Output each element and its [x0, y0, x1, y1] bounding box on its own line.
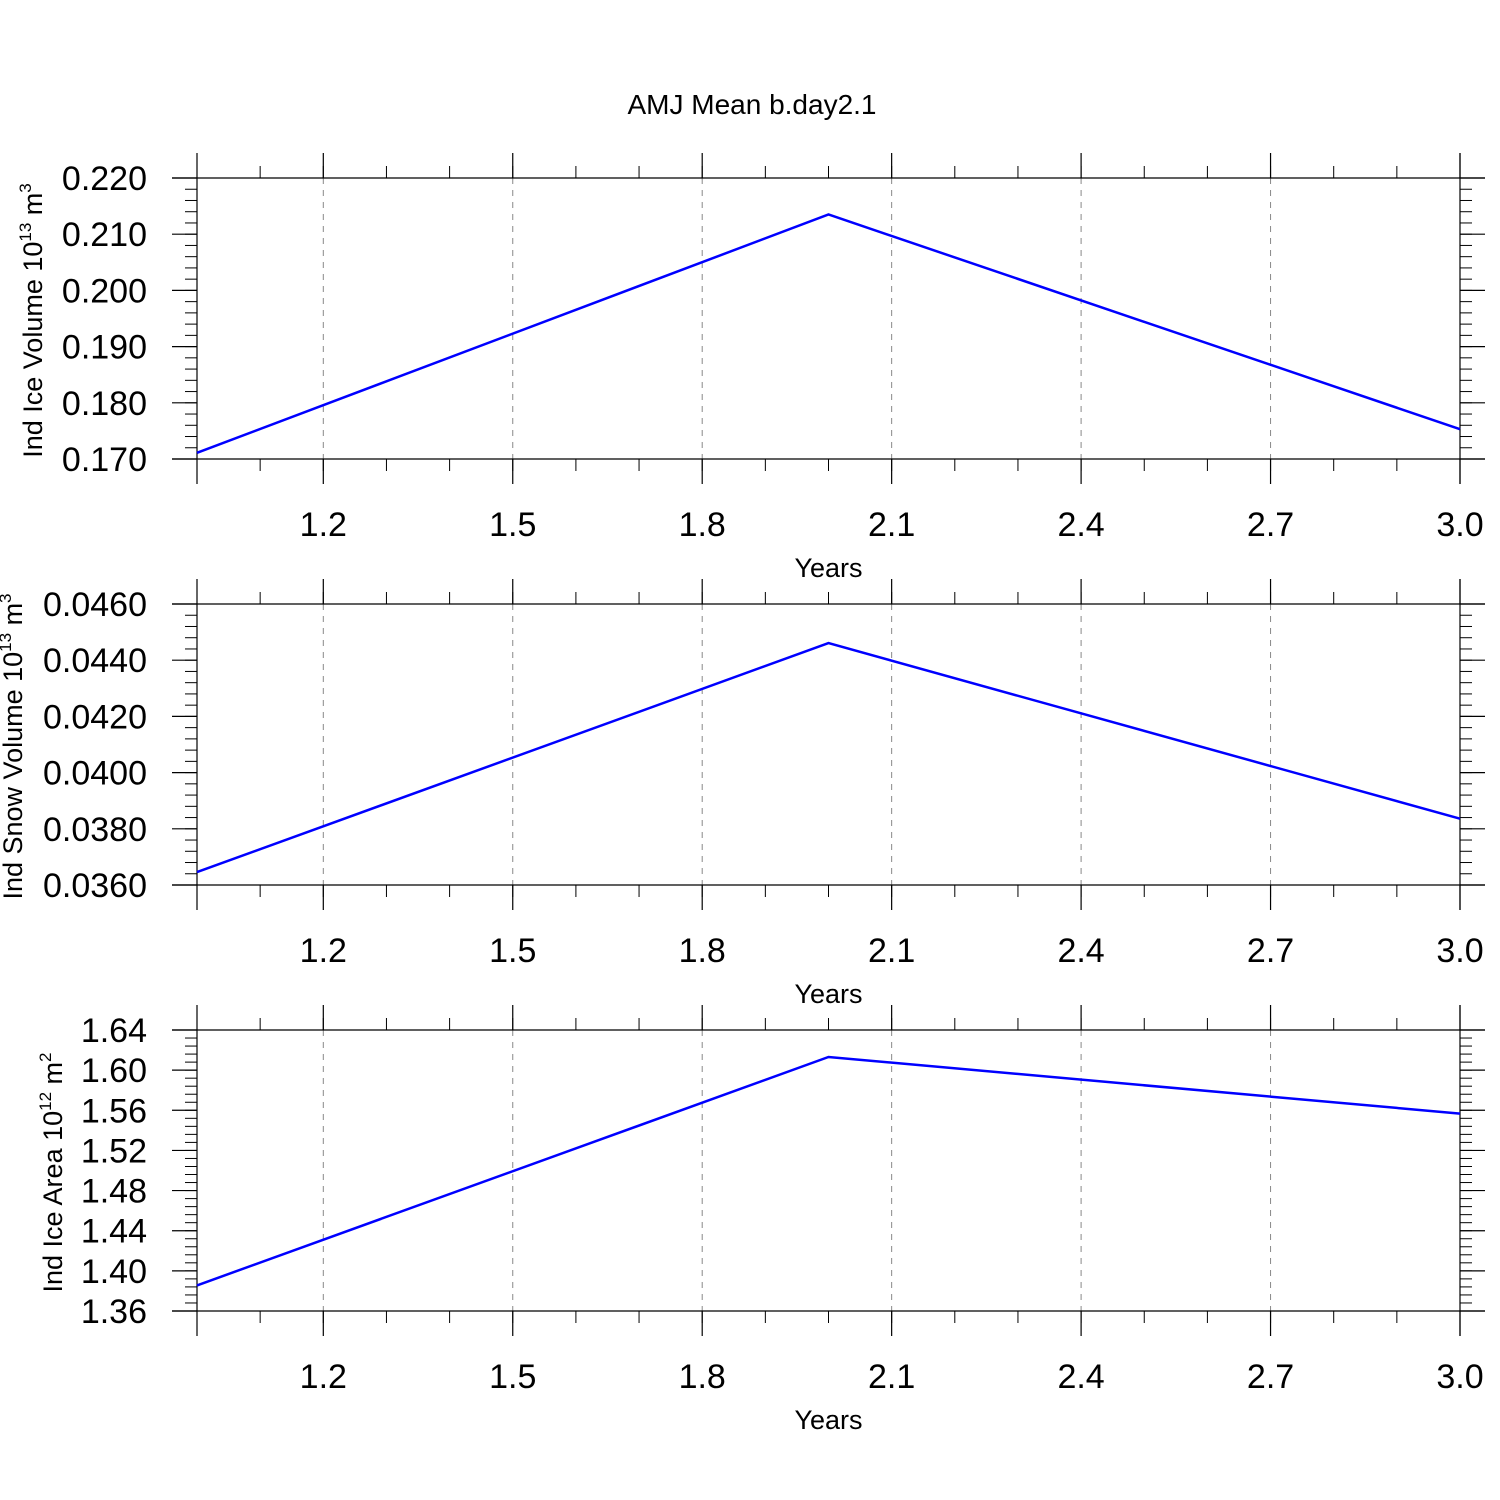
x-tick-label: 3.0 [1436, 932, 1483, 970]
y-tick-label: 0.220 [62, 160, 147, 198]
y-tick-label: 1.60 [81, 1052, 147, 1090]
x-axis-title: Years [794, 1405, 862, 1435]
x-tick-label: 1.5 [489, 932, 536, 970]
y-tick-label: 1.64 [81, 1012, 147, 1050]
x-tick-label: 1.8 [679, 932, 726, 970]
series-line-1 [196, 213, 1461, 454]
y-tick-label: 0.210 [62, 216, 147, 254]
x-tick-label: 1.8 [679, 1358, 726, 1396]
x-tick-label: 2.7 [1247, 932, 1294, 970]
chart-panel-2: 0.0360 0.0380 0.0400 0.0420 0.0440 0.0460 1.2 1… [0, 579, 1485, 1009]
y-tick-label: 1.40 [81, 1253, 147, 1291]
figure-title: AMJ Mean b.day2.1 [627, 89, 876, 120]
y-tick-label: 0.0360 [43, 867, 147, 905]
x-tick-label: 2.1 [868, 932, 915, 970]
x-tick-label: 2.7 [1247, 1358, 1294, 1396]
y-tick-label: 0.200 [62, 272, 147, 310]
y-axis-title: Ind Snow Volume 1013 m3 [0, 593, 28, 899]
x-tick-label: 2.4 [1057, 1358, 1104, 1396]
series-line-1 [196, 641, 1461, 874]
y-tick-label: 0.0440 [43, 642, 147, 680]
x-axis-title: Years [794, 979, 862, 1009]
x-tick-label: 2.4 [1057, 932, 1104, 970]
x-tick-label: 2.1 [868, 1358, 915, 1396]
y-tick-label: 1.44 [81, 1213, 147, 1251]
chart-panel-1: 0.170 0.180 0.190 0.200 0.210 0.220 1.2 1.5 1.8 2… [16, 153, 1485, 583]
x-tick-label: 3.0 [1436, 506, 1483, 544]
chart-panel-3: 1.361.401.441.481.521.561.601.64 1.2 1.5 1.… [36, 1005, 1485, 1435]
y-tick-label: 0.0400 [43, 755, 147, 793]
y-tick-label: 1.52 [81, 1132, 147, 1170]
x-tick-label: 1.5 [489, 506, 536, 544]
x-tick-label: 1.8 [679, 506, 726, 544]
x-tick-label: 1.5 [489, 1358, 536, 1396]
y-tick-label: 0.0420 [43, 698, 147, 736]
y-axis-title: Ind Ice Volume 1013 m3 [16, 183, 48, 458]
y-axis-title: Ind Ice Area 1012 m2 [36, 1052, 68, 1292]
x-tick-label: 1.2 [300, 932, 347, 970]
x-tick-label: 1.2 [300, 506, 347, 544]
x-tick-label: 2.1 [868, 506, 915, 544]
y-tick-label: 1.48 [81, 1173, 147, 1211]
y-tick-label: 1.56 [81, 1092, 147, 1130]
y-tick-label: 0.180 [62, 385, 147, 423]
x-tick-label: 2.7 [1247, 506, 1294, 544]
x-axis-title: Years [794, 553, 862, 583]
x-tick-label: 2.4 [1057, 506, 1104, 544]
y-tick-label: 1.36 [81, 1293, 147, 1331]
x-tick-label: 1.2 [300, 1358, 347, 1396]
y-tick-label: 0.0380 [43, 811, 147, 849]
y-tick-label: 0.190 [62, 329, 147, 367]
y-tick-label: 0.0460 [43, 586, 147, 624]
y-tick-label: 0.170 [62, 441, 147, 479]
x-tick-label: 3.0 [1436, 1358, 1483, 1396]
